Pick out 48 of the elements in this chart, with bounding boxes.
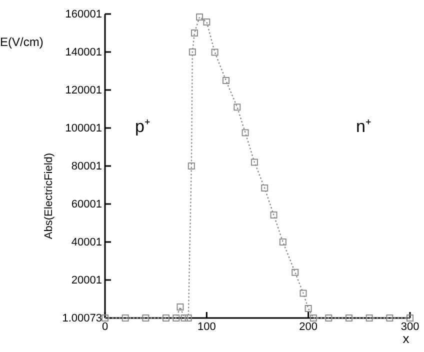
point <box>188 162 195 170</box>
point <box>292 268 299 276</box>
point <box>325 314 332 322</box>
y-tick-label: 40001 <box>71 236 102 249</box>
x-tick-label: 100 <box>197 320 216 333</box>
point <box>122 314 129 322</box>
y-tick-label: 1.00073 <box>62 312 102 325</box>
point <box>142 314 150 322</box>
point <box>346 314 352 322</box>
point <box>190 30 198 36</box>
x-tick-label: 200 <box>299 320 318 333</box>
point <box>176 303 184 310</box>
point <box>270 212 278 219</box>
point <box>250 158 258 166</box>
y-tick-label: 160001 <box>65 8 102 21</box>
annotation: p⁺ <box>135 117 150 136</box>
point <box>172 314 180 322</box>
point <box>184 314 192 322</box>
point <box>222 77 230 84</box>
point <box>406 314 414 322</box>
point <box>211 48 218 56</box>
point <box>196 14 204 21</box>
y-tick-label: 120001 <box>65 84 102 97</box>
y-tick-label: 140001 <box>65 46 102 59</box>
point <box>162 314 170 322</box>
point <box>279 238 286 246</box>
y-tick-label: 20001 <box>71 274 102 287</box>
x-tick-label: 300 <box>400 320 420 333</box>
point <box>203 18 210 26</box>
point <box>300 290 307 297</box>
point <box>304 305 312 312</box>
point <box>386 314 394 322</box>
y-tick-label: 60001 <box>71 198 102 211</box>
point <box>242 129 249 136</box>
point <box>261 184 268 192</box>
y-tick-label: 80001 <box>71 160 102 173</box>
x-tick-label: 0 <box>102 320 108 333</box>
point <box>180 314 188 322</box>
text: E(V/cm) <box>0 35 44 49</box>
point <box>366 314 373 322</box>
annotation: n⁺ <box>356 117 372 136</box>
point <box>102 314 108 322</box>
point <box>310 314 317 322</box>
y-axis-title: Abs(ElectricField) <box>43 152 55 240</box>
point <box>188 48 196 56</box>
x-axis-title: x <box>402 331 410 346</box>
point <box>234 104 241 111</box>
y-tick-label: 100001 <box>65 122 102 135</box>
